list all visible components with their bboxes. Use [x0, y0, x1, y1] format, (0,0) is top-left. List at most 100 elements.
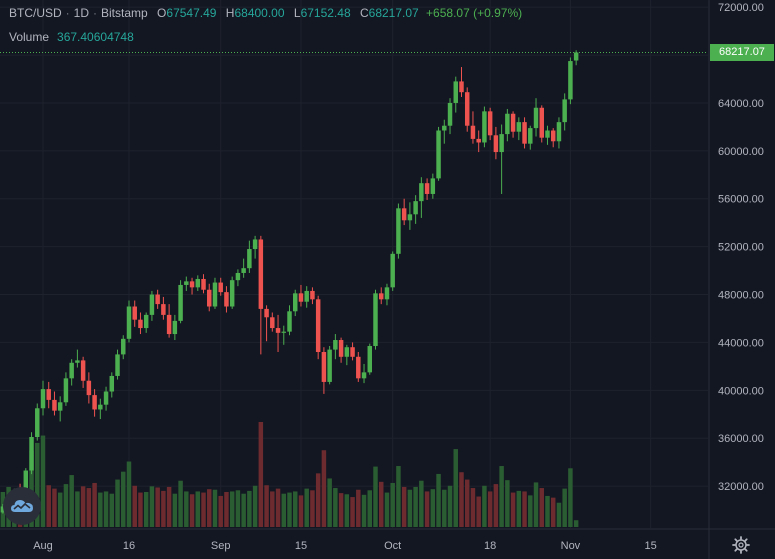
candle[interactable]: [189, 277, 195, 295]
candle[interactable]: [556, 117, 562, 149]
candle[interactable]: [195, 275, 201, 291]
candle[interactable]: [241, 258, 246, 278]
candle[interactable]: [442, 119, 447, 144]
candle[interactable]: [281, 325, 287, 345]
candle[interactable]: [229, 276, 235, 309]
candle[interactable]: [52, 391, 57, 416]
candle[interactable]: [413, 195, 418, 224]
candle[interactable]: [464, 87, 470, 132]
candle[interactable]: [258, 235, 264, 355]
candle[interactable]: [338, 337, 344, 363]
candle[interactable]: [57, 396, 63, 422]
candle[interactable]: [310, 287, 315, 305]
candle[interactable]: [321, 347, 327, 394]
candle[interactable]: [29, 432, 34, 475]
candle[interactable]: [298, 284, 304, 307]
candle[interactable]: [350, 342, 355, 361]
candle[interactable]: [293, 289, 298, 317]
candle[interactable]: [550, 128, 556, 148]
candle[interactable]: [424, 178, 430, 200]
candle[interactable]: [384, 283, 390, 306]
candle[interactable]: [35, 403, 40, 441]
candle[interactable]: [516, 117, 522, 141]
candle[interactable]: [533, 98, 539, 137]
candle[interactable]: [247, 240, 252, 273]
candle[interactable]: [568, 57, 573, 105]
candle[interactable]: [390, 251, 395, 291]
candle[interactable]: [86, 372, 92, 404]
interval-label[interactable]: 1D: [73, 6, 90, 20]
candle[interactable]: [143, 312, 149, 333]
candle[interactable]: [138, 312, 143, 335]
candle[interactable]: [545, 125, 550, 145]
candle[interactable]: [476, 130, 481, 153]
tradingview-cloud-icon[interactable]: [3, 487, 41, 525]
candle[interactable]: [63, 372, 69, 406]
candle[interactable]: [378, 287, 384, 305]
candle[interactable]: [115, 349, 120, 380]
candle[interactable]: [361, 363, 367, 384]
candle[interactable]: [75, 349, 80, 368]
candle[interactable]: [436, 126, 441, 181]
candle[interactable]: [493, 126, 499, 160]
gear-icon[interactable]: [731, 535, 751, 555]
candle[interactable]: [275, 314, 281, 352]
candle[interactable]: [327, 346, 332, 385]
candle[interactable]: [333, 334, 338, 360]
candle[interactable]: [510, 111, 516, 138]
candle[interactable]: [487, 107, 493, 141]
candle[interactable]: [103, 386, 109, 411]
candle[interactable]: [155, 289, 160, 309]
candle[interactable]: [367, 343, 373, 375]
candle[interactable]: [453, 76, 458, 113]
candle[interactable]: [447, 98, 453, 135]
candle[interactable]: [109, 372, 115, 398]
candle[interactable]: [46, 381, 51, 409]
candle[interactable]: [212, 277, 218, 309]
candle[interactable]: [235, 269, 241, 287]
candle[interactable]: [224, 286, 229, 313]
candle[interactable]: [207, 283, 212, 312]
candle[interactable]: [40, 380, 46, 416]
candle[interactable]: [121, 335, 126, 360]
candle[interactable]: [470, 111, 476, 144]
candle[interactable]: [528, 125, 533, 150]
candle[interactable]: [356, 352, 361, 382]
candle[interactable]: [184, 276, 189, 291]
candle[interactable]: [201, 274, 206, 294]
candle[interactable]: [132, 300, 137, 327]
candle[interactable]: [0, 504, 6, 514]
candle[interactable]: [482, 106, 487, 148]
symbol-label[interactable]: BTC/USD: [9, 6, 62, 20]
candle[interactable]: [396, 203, 401, 259]
candle[interactable]: [459, 67, 464, 97]
candle[interactable]: [315, 295, 321, 360]
candle[interactable]: [304, 286, 309, 308]
candle[interactable]: [344, 344, 350, 366]
candle[interactable]: [80, 356, 86, 388]
candle[interactable]: [539, 105, 544, 143]
candle[interactable]: [264, 305, 269, 342]
candle[interactable]: [98, 398, 103, 420]
candle[interactable]: [172, 314, 178, 341]
candle[interactable]: [166, 304, 172, 338]
candle[interactable]: [505, 108, 510, 142]
candle[interactable]: [178, 280, 183, 324]
candle[interactable]: [218, 277, 223, 296]
candle[interactable]: [419, 177, 424, 218]
candle[interactable]: [373, 289, 378, 350]
candle[interactable]: [149, 290, 155, 321]
candle[interactable]: [126, 300, 132, 343]
candle[interactable]: [401, 198, 407, 226]
candle[interactable]: [522, 117, 527, 149]
candle[interactable]: [407, 202, 413, 230]
candle[interactable]: [161, 296, 166, 320]
candle[interactable]: [499, 124, 504, 194]
candle[interactable]: [270, 312, 275, 332]
candle[interactable]: [252, 235, 258, 259]
candle[interactable]: [287, 305, 292, 336]
candle[interactable]: [92, 389, 97, 417]
candle[interactable]: [69, 359, 74, 386]
